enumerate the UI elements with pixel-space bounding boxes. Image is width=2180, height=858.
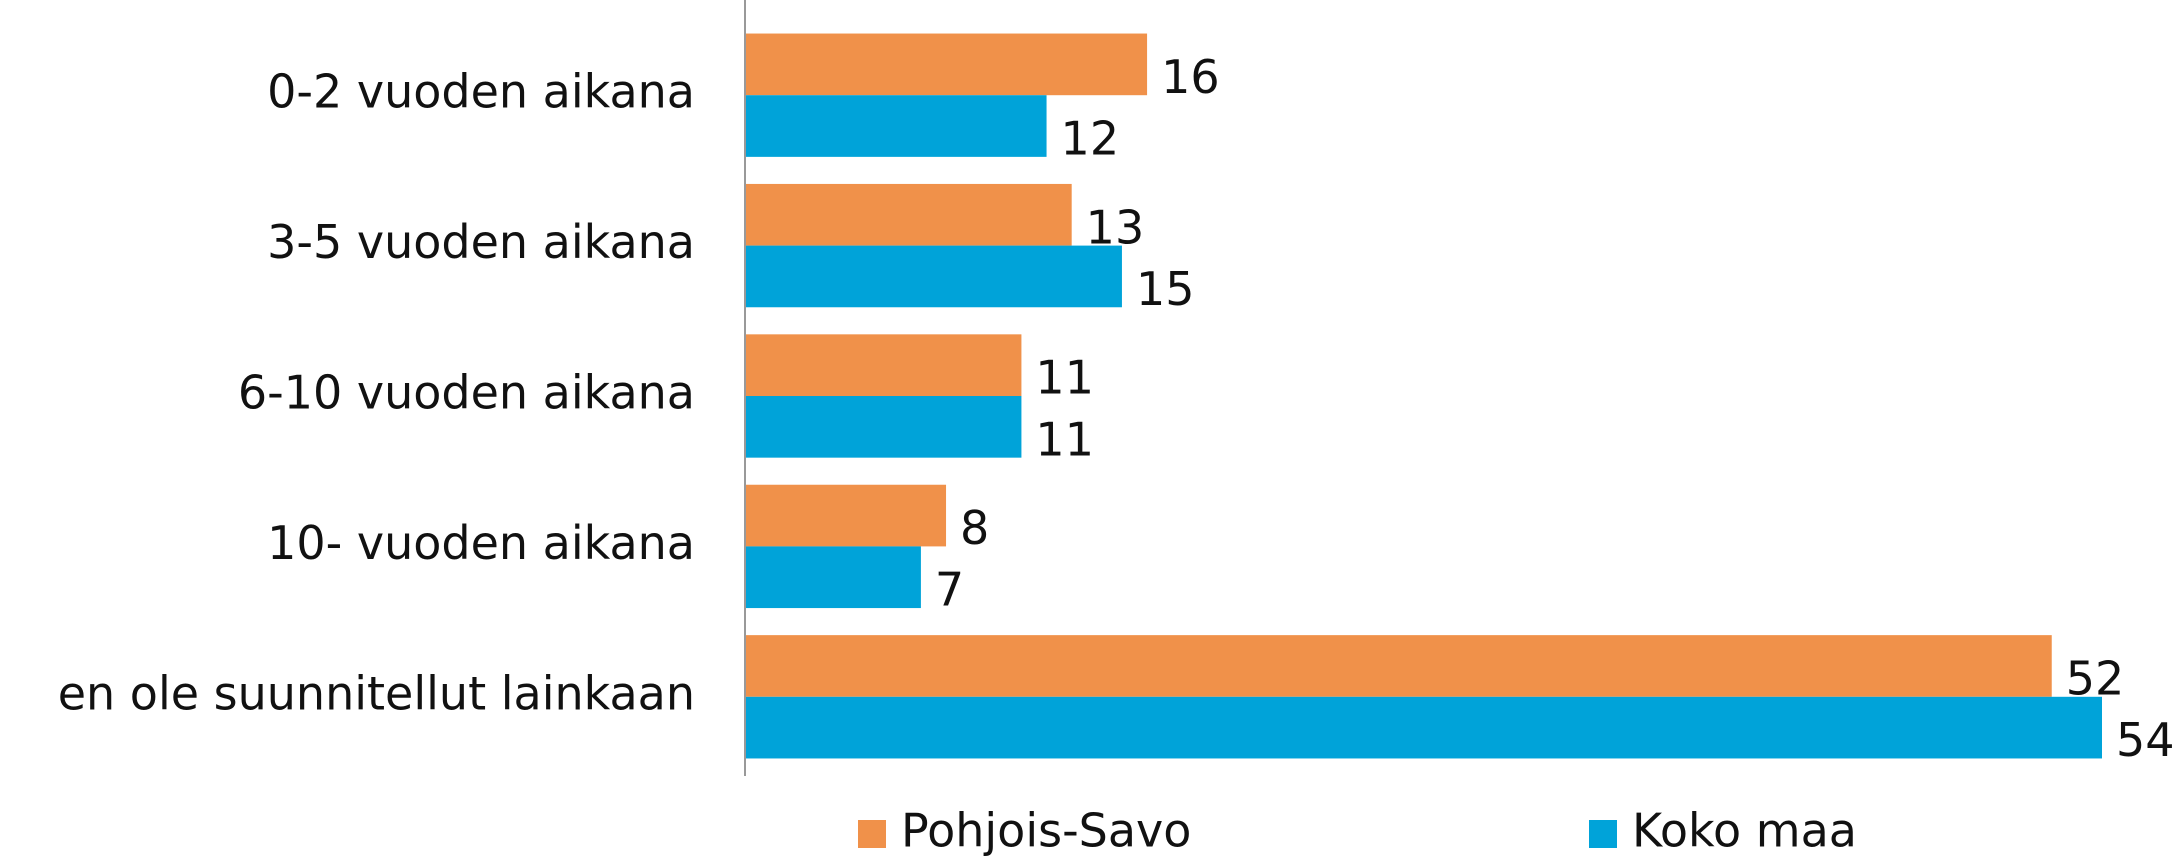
bar xyxy=(745,484,947,547)
bar xyxy=(745,183,1072,246)
data-label: 13 xyxy=(1086,200,1145,254)
data-label: 11 xyxy=(1035,351,1094,405)
data-label: 54 xyxy=(2116,713,2175,767)
bar xyxy=(745,396,1022,458)
data-label: 11 xyxy=(1035,412,1094,466)
data-label: 12 xyxy=(1061,112,1120,166)
bar xyxy=(745,95,1047,157)
legend-swatch xyxy=(1589,820,1617,848)
category-label: 6-10 vuoden aikana xyxy=(238,366,695,420)
category-label: 0-2 vuoden aikana xyxy=(267,65,695,119)
bar xyxy=(745,696,2102,759)
data-label: 8 xyxy=(960,501,989,555)
category-label: 3-5 vuoden aikana xyxy=(267,215,695,269)
bar xyxy=(745,33,1148,96)
bar xyxy=(745,546,921,609)
category-label: 10- vuoden aikana xyxy=(267,516,695,570)
legend-swatch xyxy=(858,820,886,848)
data-label: 7 xyxy=(935,563,964,617)
data-label: 52 xyxy=(2066,651,2125,705)
data-label: 15 xyxy=(1136,262,1195,316)
data-label: 16 xyxy=(1161,50,1220,104)
category-label: en ole suunnitellut lainkaan xyxy=(58,666,695,720)
bar xyxy=(745,245,1122,308)
bar xyxy=(745,635,2052,697)
bar xyxy=(745,334,1022,396)
legend-label: Koko maa xyxy=(1632,804,1857,858)
legend-label: Pohjois-Savo xyxy=(901,804,1191,858)
